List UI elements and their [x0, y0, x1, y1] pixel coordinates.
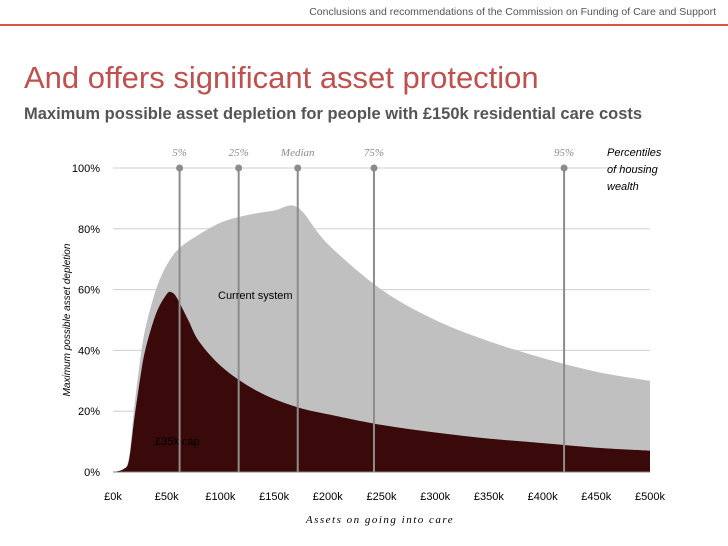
- current-system-label: Current system: [218, 290, 293, 302]
- header-divider: [0, 24, 728, 26]
- header-caption: Conclusions and recommendations of the C…: [309, 6, 716, 18]
- percentiles-note-line: Percentiles: [607, 147, 662, 159]
- x-tick-label: £450k: [581, 491, 611, 503]
- y-tick-label: 60%: [78, 285, 100, 297]
- y-tick-label: 80%: [78, 224, 100, 236]
- cap-area: [113, 291, 650, 472]
- percentile-marker-dot: [294, 164, 302, 172]
- percentile-marker-dot: [176, 164, 184, 172]
- x-tick-label: £100k: [205, 491, 235, 503]
- x-tick-label: £500k: [635, 491, 665, 503]
- percentile-label: 25%: [229, 147, 249, 159]
- percentiles-note-line: wealth: [607, 181, 639, 193]
- x-tick-label: £50k: [155, 491, 179, 503]
- y-tick-label: 100%: [72, 163, 100, 175]
- percentile-label: 75%: [364, 147, 384, 159]
- x-axis-title: Assets on going into care: [305, 514, 454, 526]
- percentile-marker-dot: [235, 164, 243, 172]
- percentile-label: 5%: [172, 147, 187, 159]
- x-tick-label: £250k: [367, 491, 397, 503]
- percentile-marker-dot: [560, 164, 568, 172]
- x-tick-label: £300k: [420, 491, 450, 503]
- cap-label: £35k cap: [155, 436, 200, 448]
- y-axis-title: Maximum possible asset depletion: [62, 243, 73, 396]
- x-tick-label: £200k: [313, 491, 343, 503]
- y-tick-label: 40%: [78, 345, 100, 357]
- percentile-label: Median: [280, 147, 315, 159]
- percentiles-note-line: of housing: [607, 164, 659, 176]
- percentile-label: 95%: [554, 147, 574, 159]
- x-tick-label: £400k: [528, 491, 558, 503]
- y-tick-label: 0%: [84, 467, 100, 479]
- x-tick-label: £0k: [104, 491, 122, 503]
- percentile-marker-dot: [370, 164, 378, 172]
- slide-title: And offers significant asset protection: [24, 60, 539, 95]
- slide-subtitle: Maximum possible asset depletion for peo…: [24, 105, 643, 123]
- x-tick-label: £150k: [259, 491, 289, 503]
- x-tick-label: £350k: [474, 491, 504, 503]
- y-tick-label: 20%: [78, 406, 100, 418]
